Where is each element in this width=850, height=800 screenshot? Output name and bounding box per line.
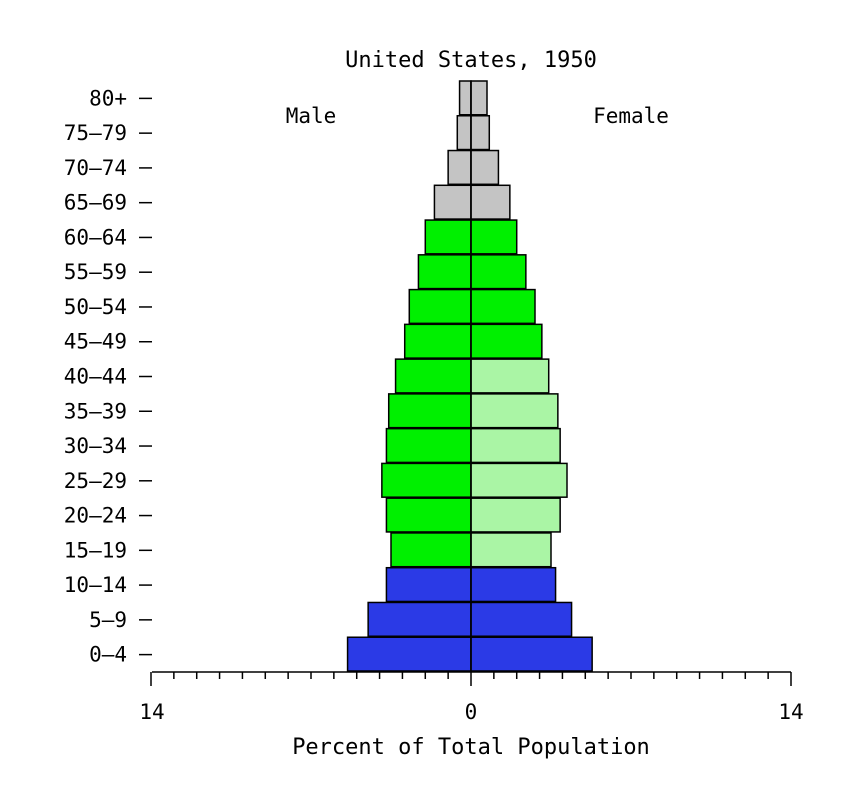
female-bar	[470, 149, 500, 186]
female-bar	[470, 115, 491, 151]
age-label: 55–59	[64, 260, 127, 284]
male-bar	[408, 288, 472, 325]
male-bar	[381, 462, 472, 498]
female-bar	[470, 219, 518, 255]
age-axis: 80+ 75–79 70–74 65–69 60–64 55–59 50–54 45–49 40…	[64, 86, 152, 667]
age-label: 45–49	[64, 330, 127, 354]
male-bar	[390, 532, 472, 568]
male-bar	[424, 219, 472, 255]
age-label: 80+	[89, 86, 127, 110]
x-tick-label-left: 14	[139, 700, 164, 724]
age-label: 40–44	[64, 365, 127, 389]
age-label: 70–74	[64, 156, 127, 180]
male-bar	[387, 393, 472, 429]
age-label: 65–69	[64, 191, 127, 215]
male-bar	[394, 358, 472, 394]
male-bar	[346, 636, 472, 672]
female-bar	[470, 358, 550, 394]
age-label: 25–29	[64, 469, 127, 493]
age-label: 15–19	[64, 538, 127, 562]
female-bar	[470, 497, 561, 533]
female-side-label: Female	[593, 104, 669, 128]
female-bar	[470, 323, 543, 359]
age-label: 30–34	[64, 434, 127, 458]
female-bar	[470, 288, 536, 325]
age-label: 20–24	[64, 504, 127, 528]
female-bar	[470, 427, 561, 464]
female-bar	[470, 462, 568, 498]
age-label: 0–4	[89, 643, 127, 667]
x-tick-label-right: 14	[778, 700, 803, 724]
male-bar	[458, 80, 472, 116]
female-bar	[470, 184, 511, 220]
female-bar	[470, 80, 488, 116]
bar-group	[346, 80, 593, 672]
female-bar	[470, 254, 527, 290]
female-bar	[470, 566, 557, 603]
female-bar	[470, 393, 559, 429]
x-axis-title: Percent of Total Population	[292, 735, 650, 760]
age-label: 35–39	[64, 399, 127, 423]
age-label: 50–54	[64, 295, 127, 319]
age-label: 5–9	[89, 608, 127, 632]
age-label: 10–14	[64, 573, 127, 597]
male-bar	[385, 566, 472, 603]
male-bar	[417, 254, 472, 290]
x-axis	[150, 671, 792, 686]
male-side-label: Male	[286, 104, 337, 128]
male-bar	[447, 149, 472, 186]
female-bar	[470, 532, 552, 568]
age-label: 75–79	[64, 121, 127, 145]
x-tick-label-center: 0	[465, 700, 478, 724]
male-bar	[367, 601, 472, 637]
male-bar	[433, 184, 472, 220]
male-bar	[403, 323, 472, 359]
female-bar	[470, 601, 573, 637]
male-bar	[385, 497, 472, 533]
female-bar	[470, 636, 593, 672]
chart-title: United States, 1950	[345, 48, 597, 73]
male-bar	[385, 427, 472, 464]
male-bar	[456, 115, 472, 151]
age-label: 60–64	[64, 225, 127, 249]
